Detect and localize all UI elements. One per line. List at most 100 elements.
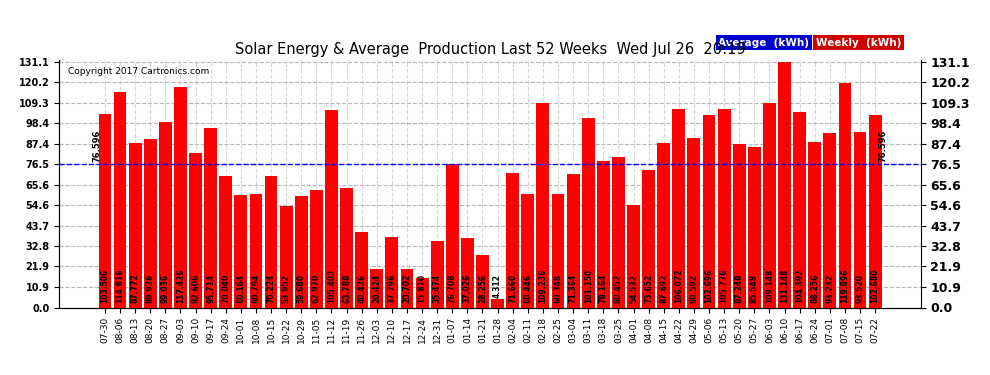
Text: 131.148: 131.148 xyxy=(780,268,789,303)
Bar xyxy=(476,255,489,308)
Bar xyxy=(355,232,368,308)
Text: 76.596: 76.596 xyxy=(93,130,102,162)
Bar xyxy=(461,238,474,308)
Bar xyxy=(537,103,549,308)
Text: 109.236: 109.236 xyxy=(539,268,547,303)
Text: 76.708: 76.708 xyxy=(447,273,456,303)
Bar xyxy=(747,147,760,308)
Text: 20.424: 20.424 xyxy=(372,274,381,303)
Text: 37.796: 37.796 xyxy=(387,273,396,303)
Text: 76.596: 76.596 xyxy=(878,130,887,162)
Text: 87.692: 87.692 xyxy=(659,273,668,303)
Text: 104.392: 104.392 xyxy=(795,268,804,303)
Text: 20.702: 20.702 xyxy=(403,274,412,303)
Text: Copyright 2017 Cartronics.com: Copyright 2017 Cartronics.com xyxy=(68,68,209,76)
Text: 54.532: 54.532 xyxy=(629,274,638,303)
Bar xyxy=(235,195,248,308)
Bar xyxy=(672,109,685,308)
Text: 88.256: 88.256 xyxy=(810,274,820,303)
Text: 82.606: 82.606 xyxy=(191,274,200,303)
Bar xyxy=(778,62,791,308)
Bar xyxy=(446,164,458,308)
Text: 15.810: 15.810 xyxy=(418,274,427,303)
Text: 93.232: 93.232 xyxy=(826,274,835,303)
Bar xyxy=(582,118,595,308)
Bar xyxy=(627,206,640,308)
Bar xyxy=(868,115,881,308)
Bar xyxy=(401,269,414,308)
Bar xyxy=(204,128,217,308)
Text: 80.452: 80.452 xyxy=(614,274,623,303)
Bar xyxy=(264,176,277,308)
Text: 40.426: 40.426 xyxy=(357,274,366,303)
Text: 28.256: 28.256 xyxy=(478,274,487,303)
Text: 63.788: 63.788 xyxy=(343,273,351,303)
Bar xyxy=(159,122,172,308)
Text: 102.680: 102.680 xyxy=(870,268,880,303)
Bar xyxy=(793,112,806,308)
Text: 71.660: 71.660 xyxy=(508,274,517,303)
Text: 60.794: 60.794 xyxy=(251,274,260,303)
Text: 85.548: 85.548 xyxy=(749,274,758,303)
Bar xyxy=(551,194,564,308)
Bar xyxy=(687,138,700,308)
Bar xyxy=(763,103,776,308)
Text: 95.714: 95.714 xyxy=(206,274,215,303)
Bar xyxy=(566,174,579,308)
Text: 78.164: 78.164 xyxy=(599,273,608,303)
Bar xyxy=(220,176,233,308)
Text: 4.312: 4.312 xyxy=(493,274,502,298)
Bar xyxy=(325,110,338,308)
Bar xyxy=(522,194,535,308)
Text: 106.072: 106.072 xyxy=(674,268,683,303)
Bar xyxy=(99,114,112,308)
Text: 37.026: 37.026 xyxy=(463,274,472,303)
Text: 109.148: 109.148 xyxy=(765,268,774,303)
Title: Solar Energy & Average  Production Last 52 Weeks  Wed Jul 26  20:19: Solar Energy & Average Production Last 5… xyxy=(235,42,745,57)
Text: 53.952: 53.952 xyxy=(282,274,291,303)
Bar xyxy=(189,153,202,308)
Bar xyxy=(657,143,670,308)
Bar xyxy=(310,189,323,308)
Text: 60.164: 60.164 xyxy=(237,274,246,303)
Text: 105.402: 105.402 xyxy=(327,268,336,303)
Bar xyxy=(280,206,293,308)
Bar xyxy=(385,237,398,308)
Bar xyxy=(174,87,187,308)
Bar xyxy=(703,115,716,308)
Bar xyxy=(839,83,851,308)
Bar xyxy=(643,170,655,308)
Bar xyxy=(733,144,745,308)
Bar xyxy=(144,139,156,308)
Bar xyxy=(370,269,383,308)
Bar xyxy=(491,299,504,307)
Bar xyxy=(295,196,308,308)
Bar xyxy=(114,92,127,308)
Bar xyxy=(853,132,866,308)
Bar xyxy=(249,194,262,308)
Text: 87.248: 87.248 xyxy=(735,273,743,303)
Text: 70.040: 70.040 xyxy=(222,274,231,303)
Text: Average  (kWh): Average (kWh) xyxy=(719,38,809,48)
Text: 87.772: 87.772 xyxy=(131,273,140,303)
Text: 35.474: 35.474 xyxy=(433,274,442,303)
Text: 89.926: 89.926 xyxy=(146,274,154,303)
Bar xyxy=(506,173,519,308)
Bar xyxy=(597,161,610,308)
Text: 103.506: 103.506 xyxy=(100,268,110,303)
Bar xyxy=(718,110,731,308)
Text: 90.592: 90.592 xyxy=(689,274,698,303)
Text: 73.652: 73.652 xyxy=(644,274,653,303)
Bar xyxy=(612,157,625,308)
Text: 119.896: 119.896 xyxy=(841,268,849,303)
Text: 62.970: 62.970 xyxy=(312,274,321,303)
Text: 117.426: 117.426 xyxy=(176,268,185,303)
Text: 105.776: 105.776 xyxy=(720,268,729,303)
Text: 102.696: 102.696 xyxy=(705,268,714,303)
Text: 59.680: 59.680 xyxy=(297,274,306,303)
Text: 101.150: 101.150 xyxy=(584,268,593,303)
Text: 114.816: 114.816 xyxy=(116,268,125,303)
Bar xyxy=(808,142,821,308)
Text: 99.036: 99.036 xyxy=(160,274,170,303)
Text: 71.364: 71.364 xyxy=(568,274,577,303)
